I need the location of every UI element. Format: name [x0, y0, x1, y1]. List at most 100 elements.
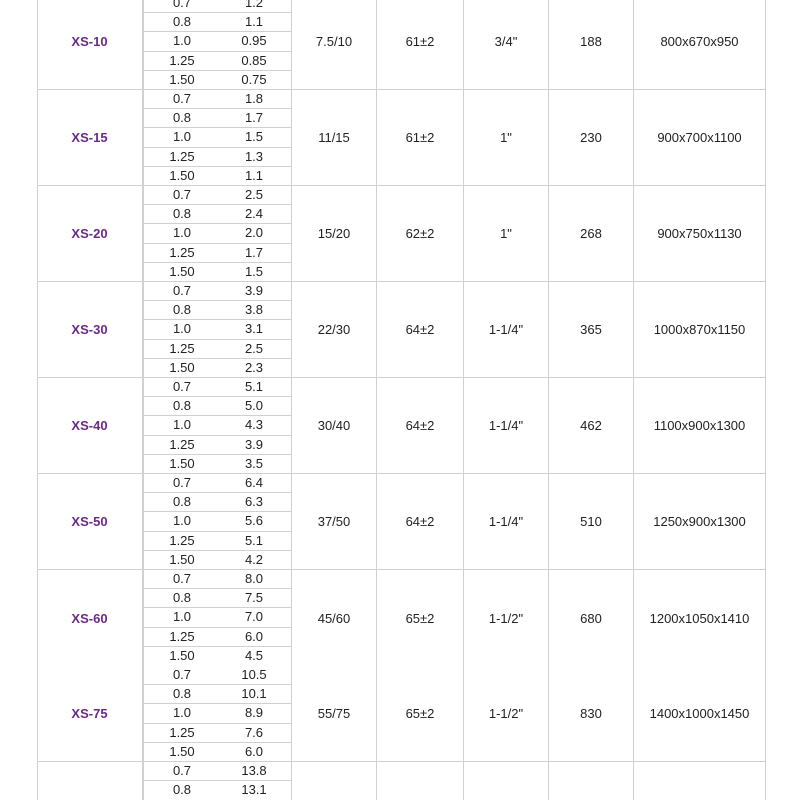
table-left-border [37, 0, 38, 800]
pressure-value: 1.0 [172, 609, 192, 625]
table-row: 1.50 4.5 [143, 646, 292, 666]
pressure-value: 1.0 [172, 513, 192, 529]
pressure-value: 1.0 [172, 417, 192, 433]
table-row: 1.50 3.5 [143, 454, 292, 474]
flow-value: 0.95 [241, 33, 267, 49]
flow-value: 3.8 [244, 302, 264, 318]
flow-value: 3.9 [244, 283, 264, 298]
table-row-group: XS-10 7.5/10 61±2 3/4" 188 800x670x950 0.7 1.2 0… [37, 0, 766, 90]
table-row: 0.7 2.5 [143, 186, 292, 206]
dims-cell: 1000x870x1150 [634, 282, 766, 377]
pressure-value: 1.0 [172, 129, 192, 145]
flow-value: 5.6 [244, 513, 264, 529]
table-row: 0.8 3.8 [143, 301, 292, 321]
power-cell: 45/60 [292, 570, 377, 666]
pressure-value: 1.25 [169, 724, 195, 740]
table-row-group: XS-40 30/40 64±2 1-1/4" 462 1100x900x1300 0.7 5… [37, 378, 766, 474]
pressure-value: 1.25 [169, 628, 195, 644]
table-row-group: XS-30 22/30 64±2 1-1/4" 365 1000x870x1150 0.7 3… [37, 282, 766, 378]
dims-cell: 800x670x950 [634, 0, 766, 89]
power-cell: 55/75 [292, 666, 377, 761]
weight-cell: 462 [549, 378, 634, 473]
weight-cell: 268 [549, 186, 634, 281]
flow-value: 6.0 [244, 628, 264, 644]
table-row: 1.0 0.95 [143, 32, 292, 52]
flow-value: 2.5 [244, 340, 264, 356]
dims-cell [634, 762, 766, 800]
pressure-value: 0.8 [172, 14, 192, 30]
model-cell: XS-60 [37, 570, 143, 666]
table-row-group: XS-20 15/20 62±2 1" 268 900x750x1130 0.7 2.5 0.8… [37, 186, 766, 282]
pressure-value: 0.8 [172, 398, 192, 414]
power-cell [292, 762, 377, 800]
pressure-value: 0.8 [172, 686, 192, 702]
flow-value: 4.3 [244, 417, 264, 433]
flow-value: 1.3 [244, 148, 264, 164]
flow-value: 3.1 [244, 321, 264, 337]
flow-value: 7.0 [244, 609, 264, 625]
pipe-cell: 1-1/4" [464, 282, 549, 377]
power-cell: 11/15 [292, 90, 377, 185]
noise-cell: 62±2 [377, 186, 464, 281]
table-row: 0.7 13.8 [143, 762, 292, 782]
table-row: 1.50 2.3 [143, 358, 292, 378]
noise-cell: 65±2 [377, 570, 464, 666]
pressure-value: 1.0 [172, 705, 192, 721]
pressure-value: 1.50 [169, 743, 195, 759]
flow-value: 2.0 [244, 225, 264, 241]
flow-value: 7.5 [244, 590, 264, 606]
pressure-value: 0.8 [172, 110, 192, 126]
table-row: 1.50 4.2 [143, 550, 292, 570]
flow-value: 1.8 [244, 91, 264, 106]
flow-value: 3.9 [244, 436, 264, 452]
flow-value: 1.7 [244, 110, 264, 126]
pressure-value: 1.25 [169, 340, 195, 356]
pressure-value: 1.0 [172, 321, 192, 337]
pressure-value: 0.7 [172, 667, 192, 682]
flow-value: 3.5 [244, 455, 264, 471]
pipe-cell: 1-1/4" [464, 474, 549, 569]
table-row: 1.0 7.0 [143, 608, 292, 628]
pressure-value: 0.7 [172, 283, 192, 298]
weight-cell: 510 [549, 474, 634, 569]
pressure-value: 0.8 [172, 206, 192, 222]
table-row: 1.50 1.1 [143, 166, 292, 186]
pressure-value: 0.8 [172, 782, 192, 798]
flow-value: 4.2 [244, 551, 264, 567]
power-cell: 7.5/10 [292, 0, 377, 89]
table-row: 1.25 7.6 [143, 723, 292, 743]
dims-cell: 900x750x1130 [634, 186, 766, 281]
flow-value: 8.9 [244, 705, 264, 721]
noise-cell: 65±2 [377, 666, 464, 761]
table-row: 1.0 2.0 [143, 224, 292, 244]
table-row: 1.25 5.1 [143, 531, 292, 551]
pressure-value: 1.25 [169, 52, 195, 68]
model-cell: XS-20 [37, 186, 143, 281]
table-row: 1.50 0.75 [143, 70, 292, 90]
table-row: 0.8 2.4 [143, 205, 292, 225]
pressure-value: 1.50 [169, 455, 195, 471]
model-cell [37, 762, 143, 800]
power-cell: 37/50 [292, 474, 377, 569]
pressure-value: 1.0 [172, 33, 192, 49]
dims-cell: 1400x1000x1450 [634, 666, 766, 761]
table-row: 1.25 2.5 [143, 339, 292, 359]
table-row: 0.7 5.1 [143, 378, 292, 398]
pressure-value: 1.25 [169, 436, 195, 452]
table-row: 1.50 6.0 [143, 742, 292, 762]
pressure-value: 1.50 [169, 647, 195, 663]
table-row: 1.0 8.9 [143, 704, 292, 724]
pipe-cell: 1" [464, 186, 549, 281]
model-cell: XS-10 [37, 0, 143, 89]
pressure-value: 1.50 [169, 359, 195, 375]
flow-value: 1.5 [244, 263, 264, 279]
flow-value: 6.4 [244, 475, 264, 490]
table-row: 0.8 10.1 [143, 685, 292, 705]
flow-value: 0.75 [241, 71, 267, 87]
table-row: 1.0 3.1 [143, 320, 292, 340]
weight-cell [549, 762, 634, 800]
table-row-group: XS-60 45/60 65±2 1-1/2" 680 1200x1050x1410 0.7… [37, 570, 766, 666]
pipe-cell: 3/4" [464, 0, 549, 89]
dims-cell: 1250x900x1300 [634, 474, 766, 569]
noise-cell [377, 762, 464, 800]
